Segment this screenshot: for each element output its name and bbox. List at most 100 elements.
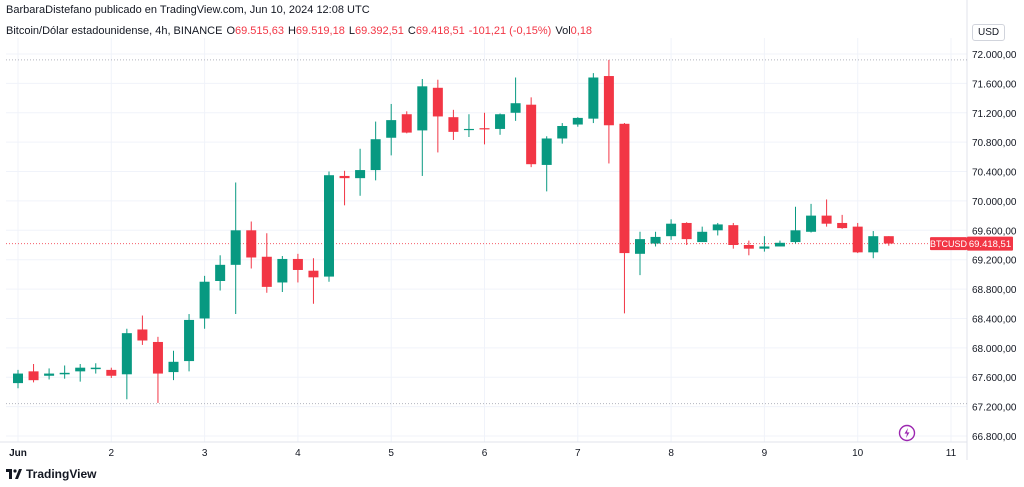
candle-body[interactable] [246,230,257,258]
candle-body[interactable] [417,86,428,131]
candle-body[interactable] [557,125,568,139]
candle-body[interactable] [743,245,754,249]
candle-body[interactable] [510,103,521,113]
candle-body[interactable] [603,76,614,126]
y-tick-label: 68.400,00 [972,314,1017,325]
candle-body[interactable] [386,120,397,138]
candle-body[interactable] [215,264,226,281]
candle-body[interactable] [712,224,723,231]
tradingview-brand[interactable]: TradingView [6,467,96,481]
high-value: 69.519,18 [295,25,345,37]
candle-body[interactable] [339,175,350,179]
candle-body[interactable] [572,117,583,125]
candle-body[interactable] [837,222,848,229]
candle-body[interactable] [401,114,412,133]
tradingview-logo-icon [6,469,22,479]
low-label: L [348,25,355,37]
candle-body[interactable] [526,104,537,165]
candle-body[interactable] [292,258,303,270]
candle-body[interactable] [650,236,661,244]
x-tick-label: 11 [946,448,957,459]
y-tick-label: 69.600,00 [972,226,1017,237]
candle-body[interactable] [432,87,443,117]
x-tick-label: 10 [852,448,864,459]
lightning-bolt-icon[interactable] [898,424,916,447]
open-value: 69.515,63 [235,25,284,37]
x-tick-label: 2 [109,448,115,459]
candle-body[interactable] [479,128,490,130]
candle-body[interactable] [152,341,163,374]
candle-body[interactable] [852,226,863,253]
x-tick-label: 6 [482,448,488,459]
x-tick-label: 3 [202,448,208,459]
candle-body[interactable] [774,242,785,247]
candle-body[interactable] [681,222,692,240]
candle-body[interactable] [370,139,381,171]
candle-body[interactable] [137,329,148,341]
candle-body[interactable] [324,175,334,277]
candle-body[interactable] [184,319,195,362]
candle-body[interactable] [106,369,117,376]
y-tick-label: 72.000,00 [972,50,1017,61]
currency-selector[interactable]: USD [972,24,1006,41]
candle-body[interactable] [121,333,132,375]
attribution-text: BarbaraDistefano publicado en TradingVie… [6,4,370,16]
candle-body[interactable] [883,236,894,244]
change-value: -101,21 (-0,15%) [468,25,552,37]
candle-body[interactable] [463,128,474,131]
ohlc-legend: Bitcoin/Dólar estadounidense, 4h, BINANC… [6,25,596,37]
y-tick-label: 68.800,00 [972,285,1017,296]
candle-body[interactable] [355,170,366,179]
close-value: 69.418,51 [415,25,465,37]
open-label: O [226,25,236,37]
volume-value: 0,18 [570,25,593,37]
candle-body[interactable] [697,231,708,243]
candle-body[interactable] [541,138,552,165]
symbol-description[interactable]: Bitcoin/Dólar estadounidense, 4h, BINANC… [6,25,223,37]
low-value: 69.392,51 [354,25,404,37]
y-tick-label: 71.600,00 [972,79,1017,90]
candle-body[interactable] [821,215,832,224]
candle-body[interactable] [168,361,179,373]
candle-body[interactable] [75,367,86,372]
candle-body[interactable] [728,225,739,245]
y-tick-label: 68.000,00 [972,344,1017,355]
volume-label: Vol [555,25,571,37]
last-price-tag-bg [967,236,1013,251]
x-tick-label: 7 [575,448,581,459]
candle-body[interactable] [868,236,879,253]
candle-body[interactable] [635,239,645,254]
candle-body[interactable] [28,371,39,381]
symbol-tag-bg [930,237,967,251]
y-tick-label: 67.200,00 [972,403,1017,414]
candle-body[interactable] [448,117,459,132]
y-tick-label: 70.000,00 [972,197,1017,208]
symbol-tag-label: BTCUSD [930,239,968,249]
candle-body[interactable] [261,256,272,287]
candle-body[interactable] [230,230,241,265]
candle-body[interactable] [588,77,599,119]
last-price-tag-label: 69.418,51 [969,239,1011,250]
candle-body[interactable] [90,367,101,370]
tradingview-brand-text: TradingView [26,467,97,481]
candle-body[interactable] [13,373,23,384]
high-label: H [287,25,296,37]
y-tick-label: 69.200,00 [972,256,1017,267]
y-tick-label: 67.600,00 [972,373,1017,384]
candle-body[interactable] [619,123,630,254]
candle-body[interactable] [495,114,506,129]
x-tick-label: 8 [668,448,674,459]
y-tick-label: 66.800,00 [972,432,1017,443]
x-tick-label: 5 [388,448,394,459]
candle-body[interactable] [199,281,210,319]
candle-body[interactable] [806,215,817,232]
candle-body[interactable] [790,230,801,243]
candle-body[interactable] [759,246,770,249]
candle-body[interactable] [666,223,677,237]
candle-body[interactable] [308,270,319,278]
candle-body[interactable] [277,258,288,283]
candle-body[interactable] [44,373,55,376]
y-tick-label: 70.800,00 [972,138,1017,149]
candle-body[interactable] [59,372,70,375]
